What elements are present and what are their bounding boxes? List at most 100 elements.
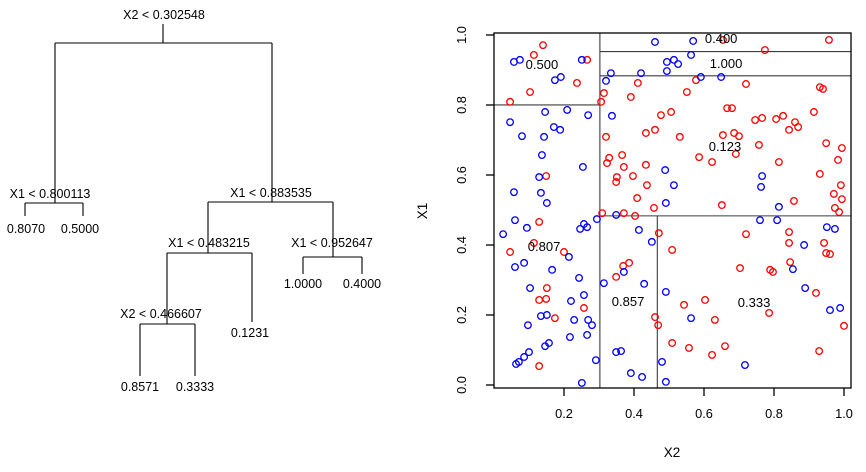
data-point-blue xyxy=(661,287,670,296)
tree-leaf-label: 0.5000 xyxy=(61,222,99,236)
data-point-red xyxy=(815,347,824,355)
data-point-blue xyxy=(538,151,546,159)
data-point-red xyxy=(529,51,538,59)
data-point-red xyxy=(631,211,639,220)
data-point-red xyxy=(599,89,608,98)
data-point-red xyxy=(583,55,592,64)
data-point-red xyxy=(542,294,551,303)
data-point-blue xyxy=(608,111,616,120)
data-point-red xyxy=(641,160,650,169)
data-point-red xyxy=(742,80,750,88)
data-point-blue xyxy=(567,297,575,305)
data-point-red xyxy=(717,201,726,210)
data-point-red xyxy=(618,151,627,159)
data-point-red xyxy=(760,46,769,54)
data-point-blue xyxy=(647,237,656,246)
tree-split-label: X1 < 0.800113 xyxy=(10,187,91,201)
data-point-blue xyxy=(637,69,645,78)
data-point-red xyxy=(651,313,659,322)
data-point-blue xyxy=(542,311,551,319)
tree-split-label: X2 < 0.302548 xyxy=(123,8,205,22)
data-point-blue xyxy=(602,76,610,85)
data-point-red xyxy=(825,35,833,44)
data-point-blue xyxy=(506,118,515,127)
data-point-red xyxy=(651,125,659,134)
data-point-blue xyxy=(826,306,834,315)
data-point-red xyxy=(695,153,704,162)
data-point-blue xyxy=(515,55,524,64)
x-axis-tick-label: 0.8 xyxy=(765,406,783,421)
data-point-blue xyxy=(584,315,593,324)
data-point-red xyxy=(815,169,824,178)
data-point-blue xyxy=(661,199,670,207)
data-point-blue xyxy=(511,216,519,225)
data-point-blue xyxy=(662,58,671,66)
data-point-red xyxy=(535,362,544,371)
data-point-blue xyxy=(576,224,585,233)
data-point-red xyxy=(643,181,651,190)
data-point-red xyxy=(785,228,793,236)
region-label: 0.123 xyxy=(709,139,742,154)
data-point-red xyxy=(742,230,750,239)
data-point-blue xyxy=(518,132,526,141)
data-point-blue xyxy=(536,188,545,197)
tree-leaf-label: 0.8070 xyxy=(7,222,45,236)
data-point-red xyxy=(718,35,727,44)
data-point-blue xyxy=(548,265,557,274)
data-point-blue xyxy=(522,223,531,232)
region-label: 0.500 xyxy=(526,57,559,72)
data-point-blue xyxy=(510,188,518,197)
data-point-blue xyxy=(525,348,533,357)
data-point-red xyxy=(633,78,642,87)
region-label: 0.857 xyxy=(612,294,645,309)
data-point-blue xyxy=(617,347,625,355)
data-point-blue xyxy=(556,125,565,134)
data-point-blue xyxy=(570,315,579,324)
data-point-blue xyxy=(588,321,596,330)
plot-box xyxy=(493,32,852,389)
data-point-red xyxy=(657,111,665,120)
data-point-red xyxy=(535,296,544,304)
data-point-blue xyxy=(526,284,534,292)
data-point-blue xyxy=(662,67,671,75)
data-point-blue xyxy=(541,108,550,116)
y-axis-tick-label: 0.8 xyxy=(454,96,469,114)
data-point-red xyxy=(580,304,588,312)
data-point-red xyxy=(772,115,781,123)
x-axis-tick-label: 0.2 xyxy=(555,406,573,421)
x-axis-tick-label: 0.6 xyxy=(695,406,713,421)
data-point-red xyxy=(836,181,845,190)
data-point-blue xyxy=(836,304,845,312)
data-point-blue xyxy=(674,60,683,69)
data-point-blue xyxy=(651,38,659,46)
tree-split-label: X1 < 0.883535 xyxy=(230,186,312,200)
data-point-red xyxy=(837,195,846,204)
region-label: 0.807 xyxy=(528,239,561,254)
data-point-blue xyxy=(756,216,764,225)
data-point-blue xyxy=(580,291,588,299)
y-axis-tick-label: 1.0 xyxy=(454,26,469,44)
data-point-red xyxy=(830,203,839,212)
data-point-red xyxy=(710,315,719,324)
data-point-blue xyxy=(626,369,635,378)
data-point-blue xyxy=(687,51,695,59)
data-point-blue xyxy=(800,241,809,249)
data-point-blue xyxy=(577,378,586,387)
data-point-blue xyxy=(801,284,810,292)
data-point-red xyxy=(785,125,793,134)
data-point-red xyxy=(625,258,634,267)
data-point-red xyxy=(822,139,831,148)
data-point-blue xyxy=(669,181,678,190)
data-point-red xyxy=(506,97,515,106)
data-point-red xyxy=(542,172,551,180)
data-point-blue xyxy=(661,166,670,175)
series-red xyxy=(506,35,848,371)
data-point-red xyxy=(774,158,783,166)
x-axis-title: X2 xyxy=(664,445,681,460)
data-point-red xyxy=(529,238,538,247)
data-point-red xyxy=(735,132,743,141)
data-point-blue xyxy=(669,55,678,64)
data-point-blue xyxy=(563,105,572,114)
data-point-blue xyxy=(577,55,586,64)
